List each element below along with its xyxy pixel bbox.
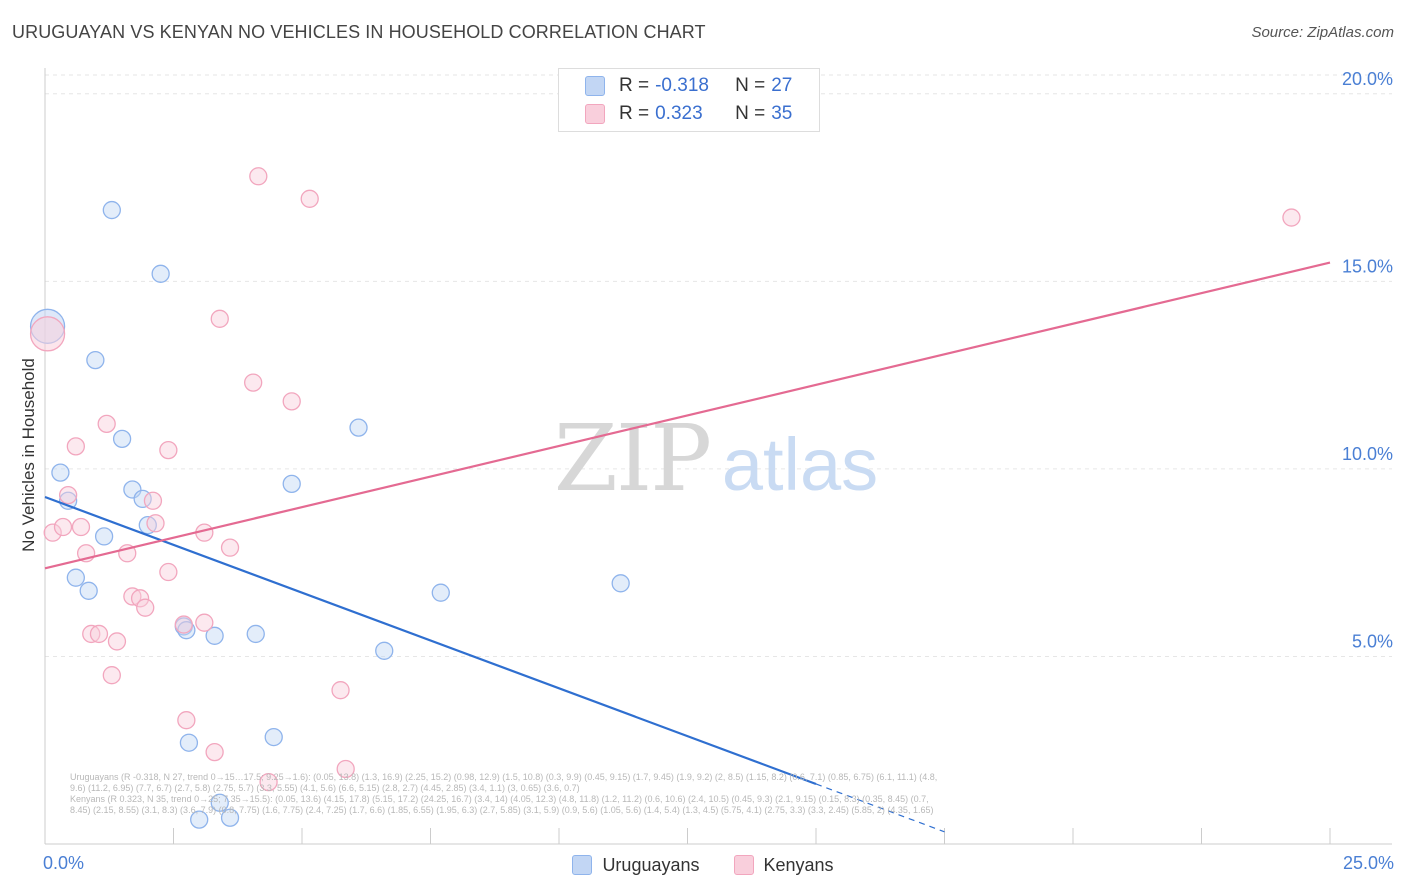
chart-source: Source: ZipAtlas.com — [1251, 24, 1394, 41]
chart-title: URUGUAYAN VS KENYAN NO VEHICLES IN HOUSE… — [12, 22, 706, 42]
kenyan-data-values: Kenyans (R 0.323, N 35, trend 0→25; 7.35… — [70, 794, 934, 815]
series-swatch-kenyans — [733, 855, 754, 875]
kenyan-point — [159, 562, 178, 582]
uruguayan-point — [51, 463, 70, 482]
uruguayan-trend-extension — [815, 783, 945, 833]
kenyan-point — [249, 167, 268, 186]
legend-n-label: N = — [735, 75, 766, 96]
uruguayan-point — [86, 350, 105, 370]
kenyan-point — [331, 681, 350, 700]
kenyan-point — [82, 624, 101, 644]
kenyan-point — [177, 711, 196, 730]
series-legend-kenyans[interactable]: Kenyans — [733, 854, 834, 876]
uruguayan-point — [349, 418, 368, 437]
kenyan-point — [71, 517, 91, 537]
kenyan-point — [174, 615, 193, 634]
kenyan-point — [130, 589, 150, 608]
data-values-readout: Uruguayans (R -0.318, N 27, trend 0→15…1… — [70, 772, 950, 816]
legend-r-label: R = — [619, 103, 650, 124]
stats-legend: R = -0.318 N = 27 R = 0.323 N = 35 — [558, 68, 820, 132]
kenyan-point — [58, 485, 78, 505]
series-legend-uruguayans[interactable]: Uruguayans — [572, 854, 700, 876]
uruguayan-point — [94, 527, 114, 546]
gridlines — [45, 74, 1392, 657]
uruguayan-point — [79, 581, 98, 600]
watermark-zip: ZIP — [554, 405, 710, 512]
x-tick-label-max: 25.0% — [1343, 853, 1394, 873]
y-tick-label: 15.0% — [1342, 256, 1393, 276]
x-tick-label-min: 0.0% — [43, 853, 84, 873]
uruguayan-point — [264, 727, 283, 747]
kenyan-point — [107, 632, 127, 651]
series-label-kenyans: Kenyans — [763, 854, 834, 875]
y-tick-label: 5.0% — [1352, 631, 1393, 651]
uruguayan-point — [375, 641, 394, 660]
kenyan-point — [146, 514, 165, 533]
uruguayan-point — [112, 429, 132, 449]
trend-lines — [44, 261, 1331, 833]
legend-r-label: R = — [619, 75, 650, 96]
kenyan-point — [282, 392, 301, 411]
legend-n-value: 35 — [771, 103, 793, 124]
legend-n-label: N = — [735, 103, 766, 124]
kenyan-point — [195, 613, 214, 632]
kenyan-point — [53, 517, 73, 537]
kenyan-point — [300, 189, 319, 208]
data-points — [29, 167, 1301, 829]
kenyan-point — [259, 772, 278, 792]
uruguayan-point — [282, 474, 301, 494]
kenyan-point — [336, 759, 355, 779]
series-swatch-uruguayans — [572, 855, 593, 875]
kenyan-point — [159, 440, 178, 460]
kenyan-point — [1282, 208, 1301, 227]
legend-row-kenyans: R = 0.323 N = 35 — [585, 102, 792, 126]
uruguayan-point — [611, 574, 630, 593]
kenyan-point — [205, 742, 224, 762]
uruguayan-point — [210, 793, 229, 812]
uruguayan-point — [246, 624, 265, 644]
kenyan-point — [143, 491, 163, 510]
axes — [44, 68, 1392, 845]
watermark: ZIP atlas — [554, 405, 878, 512]
kenyan-point — [29, 316, 66, 352]
watermark-atlas: atlas — [722, 423, 878, 506]
kenyan-point — [89, 624, 109, 644]
y-tick-label: 20.0% — [1342, 69, 1393, 89]
legend-n-value: 27 — [771, 75, 793, 96]
uruguayan-point — [66, 568, 85, 587]
series-label-uruguayans: Uruguayans — [602, 854, 700, 875]
kenyan-point — [43, 523, 62, 542]
kenyan-point — [97, 414, 116, 434]
uruguayan-point — [151, 264, 170, 283]
uruguayan-point — [102, 200, 121, 220]
uruguayan-data-values: Uruguayans (R -0.318, N 27, trend 0→15…1… — [70, 772, 938, 793]
uruguayan-trend-line — [44, 495, 817, 786]
kenyan-point — [102, 666, 121, 685]
uruguayan-point — [431, 583, 450, 602]
y-axis-title: No Vehicles in Household — [19, 358, 38, 552]
legend-row-uruguayans: R = -0.318 N = 27 — [585, 74, 792, 98]
axis-labels: 5.0% 10.0% 15.0% 20.0% 0.0% 25.0% No Vehicles … — [19, 69, 1394, 873]
kenyan-point — [210, 309, 229, 328]
uruguayan-point — [205, 626, 224, 645]
kenyan-trend-line — [44, 261, 1331, 570]
kenyan-point — [66, 437, 85, 456]
kenyan-point — [244, 373, 263, 392]
kenyan-point — [136, 598, 155, 617]
legend-swatch-uruguayans — [585, 76, 605, 96]
y-tick-label: 10.0% — [1342, 444, 1393, 464]
kenyan-point — [220, 538, 240, 557]
series-legend: Uruguayans Kenyans — [0, 852, 1406, 878]
legend-r-value: 0.323 — [655, 103, 703, 124]
uruguayan-point — [220, 808, 240, 827]
legend-swatch-kenyans — [585, 104, 605, 124]
legend-r-value: -0.318 — [655, 75, 709, 96]
uruguayan-point — [179, 733, 199, 752]
uruguayan-point — [190, 810, 209, 829]
